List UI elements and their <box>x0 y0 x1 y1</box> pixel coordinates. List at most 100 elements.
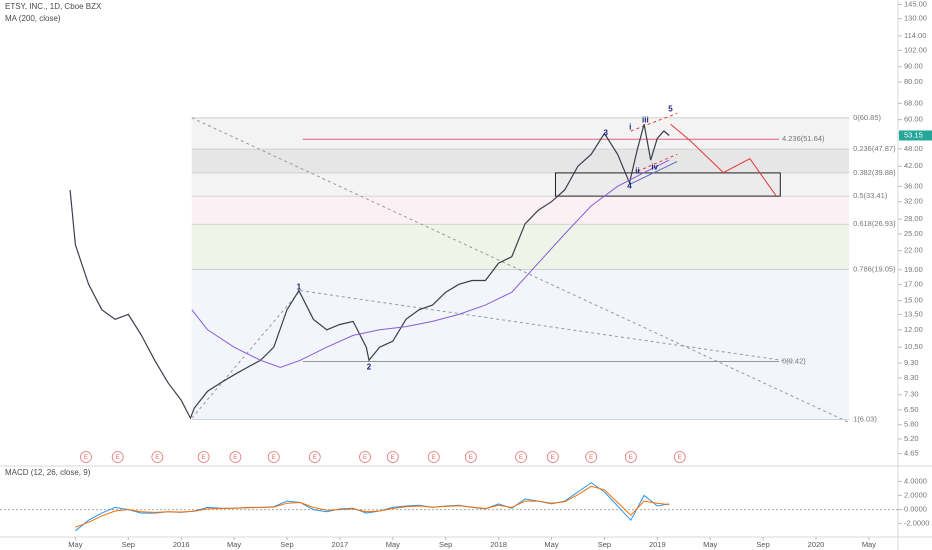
earnings-label: E <box>84 454 89 461</box>
fib-label: 0.786(19.05) <box>853 264 896 273</box>
fib-label: 0.5(33.41) <box>853 191 888 200</box>
fib-label: 0.382(39.88) <box>853 168 896 177</box>
earnings-label: E <box>432 454 437 461</box>
fib-band <box>191 149 850 173</box>
earnings-marker <box>386 451 399 463</box>
drawing-line <box>637 153 678 172</box>
drawing-line <box>670 123 777 197</box>
earnings-label: E <box>519 454 524 461</box>
x-tick-label: Sep <box>756 540 769 549</box>
earnings-label: E <box>469 454 474 461</box>
fib-label: 0.618(26.93) <box>853 219 896 228</box>
y-tick-label: 68.00 <box>904 98 923 107</box>
earnings-marker <box>80 451 92 463</box>
earnings-marker <box>546 451 559 463</box>
y-tick-label: 32.00 <box>904 197 923 206</box>
y-tick-label: 42.00 <box>904 161 923 170</box>
x-tick-label: Sep <box>280 540 293 549</box>
earnings-marker <box>359 451 371 463</box>
wave-label: 3 <box>603 129 608 138</box>
earnings-marker <box>308 451 321 463</box>
series-line <box>69 123 670 420</box>
earnings-label: E <box>233 454 238 461</box>
earnings-marker <box>515 451 527 463</box>
fib-label: 0(60.85) <box>853 113 881 122</box>
earnings-label: E <box>391 454 396 461</box>
y-tick-label: -2.0000 <box>904 519 929 528</box>
earnings-label: E <box>551 454 556 461</box>
earnings-marker <box>267 451 280 463</box>
x-tick-label: 2018 <box>490 540 507 549</box>
wave-label: ii <box>635 166 639 175</box>
fib-band <box>191 172 850 197</box>
x-tick-label: 2016 <box>173 540 190 549</box>
earnings-label: E <box>589 454 594 461</box>
y-tick-label: 9.30 <box>904 358 919 367</box>
earnings-label: E <box>201 454 206 461</box>
wave-label: 5 <box>668 104 673 113</box>
x-tick-label: May <box>544 540 558 549</box>
earnings-label: E <box>272 454 277 461</box>
x-tick-label: Sep <box>598 540 611 549</box>
earnings-label: E <box>313 454 318 461</box>
drawing-line <box>191 290 301 419</box>
earnings-marker <box>585 451 598 463</box>
wave-label: i <box>629 123 631 132</box>
y-tick-label: 60.00 <box>904 115 923 124</box>
y-tick-label: 114.00 <box>904 31 926 40</box>
x-tick-label: 2020 <box>808 540 825 549</box>
earnings-marker <box>197 451 210 463</box>
level-label: 4.236(51.64) <box>782 134 825 143</box>
y-tick-label: 17.00 <box>904 279 923 288</box>
x-tick-label: May <box>227 540 241 549</box>
earnings-marker <box>427 451 440 463</box>
fib-label: 0.236(47.87) <box>853 144 896 153</box>
y-tick-label: 90.00 <box>904 62 923 71</box>
series-line <box>75 485 670 528</box>
y-tick-label: 6.50 <box>904 405 919 414</box>
x-tick-label: 2019 <box>649 540 666 549</box>
x-tick-label: Sep <box>439 540 452 549</box>
earnings-marker <box>229 451 242 463</box>
y-tick-label: 4.0000 <box>904 476 927 485</box>
earnings-label: E <box>116 454 121 461</box>
x-tick-label: May <box>862 540 876 549</box>
fib-band <box>191 117 850 150</box>
earnings-marker <box>624 451 637 463</box>
earnings-label: E <box>629 454 634 461</box>
indicator-title: MA (200, close) <box>5 14 61 23</box>
y-tick-label: 8.30 <box>904 373 919 382</box>
y-tick-label: 7.30 <box>904 390 919 399</box>
y-tick-label: 5.20 <box>904 434 919 443</box>
x-tick-label: May <box>386 540 400 549</box>
target-box <box>554 172 781 197</box>
fib-band <box>191 224 850 270</box>
y-tick-label: 130.00 <box>904 14 927 23</box>
y-tick-label: 28.00 <box>904 214 923 223</box>
series-line <box>191 159 670 368</box>
wave-label: 4 <box>627 181 632 190</box>
y-tick-label: 4.65 <box>904 449 919 458</box>
x-tick-label: May <box>703 540 717 549</box>
wave-label: iii <box>642 116 649 125</box>
earnings-marker <box>464 451 477 463</box>
earnings-label: E <box>678 454 683 461</box>
y-tick-label: 48.00 <box>904 144 923 153</box>
y-tick-label: 13.50 <box>904 309 923 318</box>
y-tick-label: 2.0000 <box>904 490 927 499</box>
y-tick-label: 15.00 <box>904 296 923 305</box>
y-tick-label: 12.00 <box>904 325 923 334</box>
y-tick-label: 80.00 <box>904 77 923 86</box>
earnings-label: E <box>363 454 368 461</box>
y-tick-label: 0.0000 <box>904 505 927 514</box>
earnings-marker <box>673 451 686 463</box>
fib-band <box>191 196 850 225</box>
wave-label: 2 <box>367 362 372 371</box>
macd-title: MACD (12, 26, close, 9) <box>5 468 91 477</box>
wave-label: 1 <box>297 283 302 292</box>
x-tick-label: 2017 <box>332 540 349 549</box>
y-tick-label: 22.00 <box>904 246 923 255</box>
y-tick-label: 102.00 <box>904 45 927 54</box>
chart-title: ETSY, INC., 1D, Cboe BZX <box>5 2 102 11</box>
